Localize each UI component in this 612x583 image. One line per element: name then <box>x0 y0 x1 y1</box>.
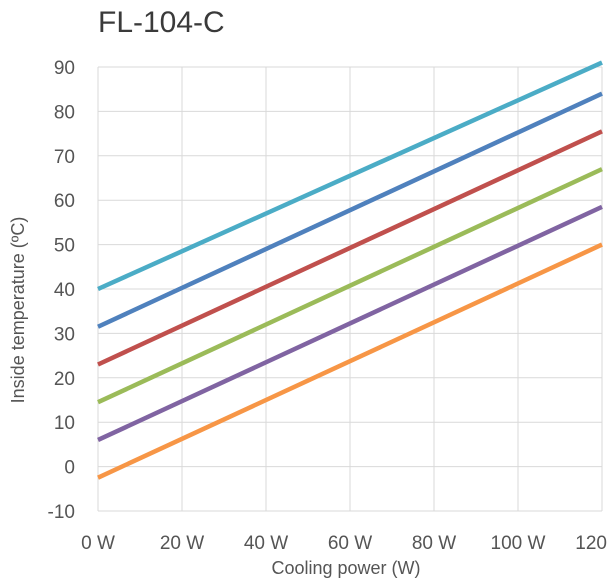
grid-lines <box>97 66 603 512</box>
series-line-5 <box>97 204 603 443</box>
x-tick-label: 20 W <box>160 533 204 554</box>
series-line-6 <box>97 242 603 480</box>
x-tick-label: 40 W <box>244 533 288 554</box>
x-tick-label: 0 W <box>81 533 115 554</box>
x-tick-label: 100 W <box>491 533 546 554</box>
x-tick-labels: 0 W 20 W 40 W 60 W 80 W 100 W 120 <box>81 533 607 554</box>
y-tick-label: 80 <box>54 102 75 123</box>
series-line-2 <box>97 91 603 329</box>
y-tick-label: 0 <box>64 458 75 479</box>
y-tick-label: 10 <box>54 413 75 434</box>
x-axis-label: Cooling power (W) <box>271 558 420 578</box>
y-axis-label: Inside temperature (ºC) <box>8 217 28 404</box>
x-tick-label: 60 W <box>328 533 372 554</box>
y-tick-label: 50 <box>54 236 75 257</box>
y-tick-label: 70 <box>54 147 75 168</box>
series-line-3 <box>97 129 603 367</box>
series-line-4 <box>97 167 603 405</box>
y-tick-label: 30 <box>54 324 75 345</box>
y-tick-label: 90 <box>54 58 75 79</box>
y-tick-label: 60 <box>54 191 75 212</box>
y-tick-label: 20 <box>54 369 75 390</box>
series-line-1 <box>97 60 603 292</box>
x-tick-label: 120 <box>575 533 607 554</box>
chart-title: FL-104-C <box>98 6 225 39</box>
y-tick-label: 40 <box>54 280 75 301</box>
y-tick-label: -10 <box>48 502 75 523</box>
y-tick-labels: -10 0 10 20 30 40 50 60 70 80 90 <box>48 58 75 523</box>
x-tick-label: 80 W <box>412 533 456 554</box>
series-lines <box>97 60 603 480</box>
